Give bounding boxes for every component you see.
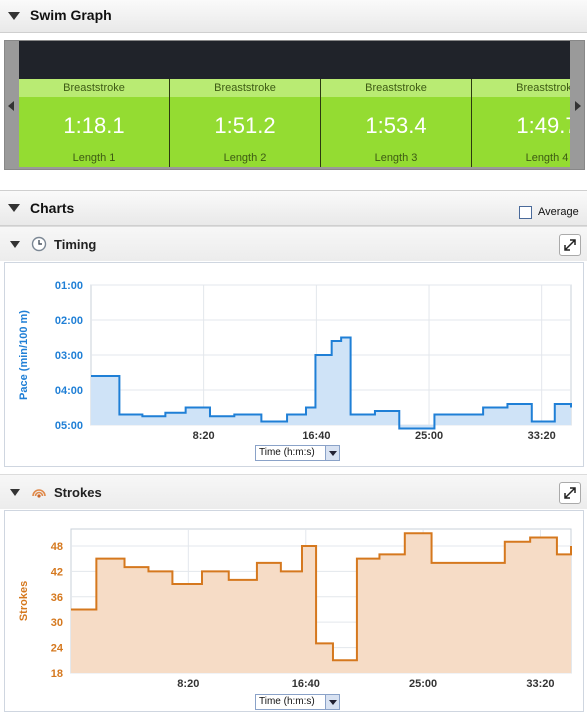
- lap-length-label: Length 2: [223, 152, 267, 164]
- y-axis-label: Pace (min/100 m): [18, 310, 30, 400]
- swim-graph-header[interactable]: Swim Graph: [0, 0, 587, 33]
- y-tick-label: 18: [51, 668, 63, 680]
- clock-icon: [31, 236, 47, 252]
- lap-stroke-label: Breaststroke: [170, 79, 320, 97]
- x-tick-label: 16:40: [302, 430, 330, 442]
- expand-icon: [564, 239, 576, 251]
- strokes-header[interactable]: Strokes: [0, 474, 587, 509]
- x-tick-label: 16:40: [292, 678, 320, 690]
- lap-time: 1:18.1: [63, 113, 125, 138]
- lap-card[interactable]: Breaststroke 1:18.1 Length 1: [19, 79, 170, 167]
- average-checkbox[interactable]: [519, 206, 532, 219]
- y-tick-label: 24: [51, 643, 64, 655]
- x-tick-label: 25:00: [415, 430, 443, 442]
- expand-icon: [564, 487, 576, 499]
- y-tick-label: 48: [51, 541, 63, 553]
- collapse-triangle-icon[interactable]: [10, 489, 20, 496]
- lap-length-label: Length 4: [525, 152, 569, 164]
- x-tick-label: 33:20: [526, 678, 554, 690]
- strokes-title: Strokes: [54, 485, 102, 500]
- lap-length-label: Length 1: [72, 152, 116, 164]
- timing-chart[interactable]: 01:00 02:00 03:00 04:00 05:00 8:20 16:40 25:00 3…: [5, 263, 583, 466]
- timing-x-axis-select[interactable]: Time (h:m:s): [255, 445, 340, 461]
- lap-card[interactable]: Breaststroke 1:53.4 Length 3: [321, 79, 472, 167]
- timing-expand-button[interactable]: [559, 234, 581, 256]
- lap-time: 1:53.4: [365, 113, 427, 138]
- chevron-down-icon[interactable]: [325, 695, 339, 709]
- y-tick-label: 02:00: [55, 315, 83, 327]
- strokes-chart-box: 18 24 30 36 42 48 8:20 16:40 25:00 33:20 Strokes T…: [4, 510, 584, 712]
- x-tick-label: 8:20: [177, 678, 199, 690]
- lap-stroke-label: Breaststroke: [19, 79, 169, 97]
- x-tick-label: 33:20: [528, 430, 556, 442]
- average-label: Average: [538, 206, 579, 218]
- x-tick-label: 8:20: [193, 430, 215, 442]
- timing-chart-box: 01:00 02:00 03:00 04:00 05:00 8:20 16:40 25:00 3…: [4, 262, 584, 467]
- timing-x-axis-select-value: Time (h:m:s): [259, 447, 315, 458]
- strokes-x-axis-select-value: Time (h:m:s): [259, 696, 315, 707]
- strokes-expand-button[interactable]: [559, 482, 581, 504]
- lap-track: Breaststroke 1:18.1 Length 1 Breaststrok…: [19, 79, 570, 167]
- y-tick-label: 36: [51, 592, 63, 604]
- y-tick-label: 01:00: [55, 280, 83, 292]
- swim-graph-title: Swim Graph: [30, 7, 112, 23]
- y-tick-label: 42: [51, 566, 63, 578]
- collapse-triangle-icon[interactable]: [8, 12, 20, 20]
- chevron-down-icon[interactable]: [325, 446, 339, 460]
- series-area: [91, 337, 571, 429]
- y-tick-label: 05:00: [55, 420, 83, 432]
- lap-time: 1:51.2: [214, 113, 276, 138]
- y-axis-label: Strokes: [18, 581, 30, 621]
- lap-length-label: Length 3: [374, 152, 418, 164]
- y-tick-label: 04:00: [55, 385, 83, 397]
- timing-title: Timing: [54, 237, 97, 252]
- scroll-left-icon[interactable]: [8, 101, 14, 111]
- charts-title: Charts: [30, 200, 75, 216]
- strokes-x-axis-select[interactable]: Time (h:m:s): [255, 694, 340, 710]
- series-area: [71, 533, 571, 673]
- swim-strip-header-bar: [19, 41, 570, 79]
- y-tick-label: 03:00: [55, 350, 83, 362]
- lap-stroke-label: Breaststroke: [321, 79, 471, 97]
- scroll-right-icon[interactable]: [575, 101, 581, 111]
- series-line: [91, 336, 572, 430]
- collapse-triangle-icon[interactable]: [8, 204, 20, 212]
- timing-header[interactable]: Timing: [0, 226, 587, 261]
- y-tick-label: 30: [51, 617, 63, 629]
- swim-graph-strip: Breaststroke 1:18.1 Length 1 Breaststrok…: [4, 40, 585, 170]
- x-tick-label: 25:00: [409, 678, 437, 690]
- lap-card[interactable]: Breaststroke 1:49.7 Length 4: [472, 79, 570, 167]
- lap-stroke-label: Breaststroke: [472, 79, 570, 97]
- series-line: [71, 532, 572, 662]
- lap-card[interactable]: Breaststroke 1:51.2 Length 2: [170, 79, 321, 167]
- collapse-triangle-icon[interactable]: [10, 241, 20, 248]
- strokes-chart[interactable]: 18 24 30 36 42 48 8:20 16:40 25:00 33:20 Strokes: [5, 511, 583, 711]
- lap-time: 1:49.7: [516, 113, 570, 138]
- charts-header[interactable]: Charts Average: [0, 190, 587, 226]
- strokes-icon: [32, 489, 46, 498]
